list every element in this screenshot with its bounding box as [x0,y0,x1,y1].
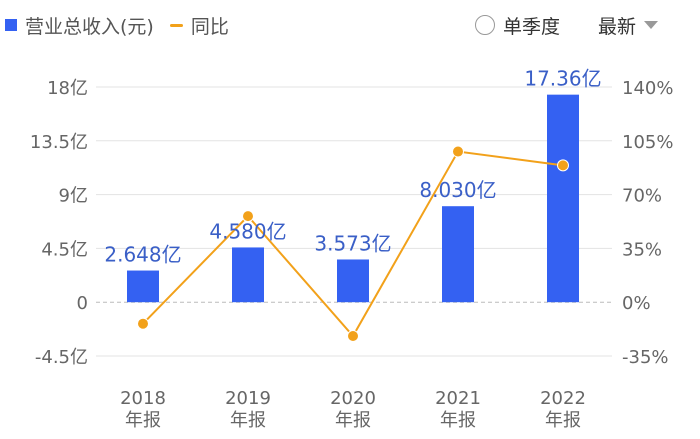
bar [337,259,369,303]
y-left-tick-label: 13.5亿 [30,132,88,153]
bar [547,94,579,303]
yoy-point [137,317,149,330]
x-tick-label: 2021 年报 [435,388,481,431]
legend-yoy-label: 同比 [190,15,229,38]
legend-item-yoy[interactable]: 同比 [154,12,229,39]
y-left-tick-label: 0 [77,293,88,314]
y-left-tick-label: 9亿 [59,186,88,207]
legend-item-revenue[interactable]: 营业总收入(元) [0,12,154,39]
bar-value-label: 17.36亿 [524,67,601,91]
legend-bar-swatch [5,19,17,31]
y-right-tick-label: 35% [622,239,662,260]
y-right-tick-label: -35% [622,347,669,368]
axis-labels: 18亿 13.5亿 9亿 4.5亿 0 -4.5亿 140% 105% 70% 35% 0% -35%… [30,78,674,431]
y-right-tick-label: 0% [622,293,651,314]
y-left-tick-label: 18亿 [47,78,88,99]
bar-value-label: 3.573亿 [314,231,391,255]
y-left-tick-label: -4.5亿 [35,347,88,368]
period-dropdown[interactable]: 最新 [598,10,659,40]
x-tick-label: 2020 年报 [330,388,376,431]
yoy-point [452,145,464,158]
legend-revenue-label: 营业总收入(元) [25,15,154,38]
x-tick-label: 2018 年报 [120,388,166,431]
y-right-tick-label: 70% [622,186,662,207]
yoy-point [557,159,569,172]
bar-data-labels: 2.648亿 4.580亿 3.573亿 8.030亿 17.36亿 [104,67,601,267]
bar-value-label: 4.580亿 [209,219,286,243]
y-right-tick-label: 140% [622,78,673,99]
single-quarter-toggle[interactable]: 单季度 [475,10,560,40]
yoy-point [347,330,359,343]
bar-value-label: 8.030亿 [419,178,496,202]
yoy-point [242,210,254,223]
period-dropdown-label: 最新 [598,15,637,38]
y-left-tick-label: 4.5亿 [41,239,88,260]
bar-series [127,94,579,303]
yoy-line-series [137,145,569,343]
legend-line-swatch [169,23,183,27]
chevron-down-icon [644,21,659,29]
y-right-tick-label: 105% [622,132,673,153]
grid-lines [96,86,612,357]
single-quarter-label: 单季度 [503,15,561,38]
bar-value-label: 2.648亿 [104,243,181,267]
x-tick-label: 2019 年报 [225,388,271,431]
chart-legend: 营业总收入(元) 同比 [0,10,229,40]
bar [127,270,159,303]
x-tick-label: 2022 年报 [540,388,586,431]
radio-icon[interactable] [475,15,495,35]
bar [232,247,264,303]
bar [442,206,474,303]
